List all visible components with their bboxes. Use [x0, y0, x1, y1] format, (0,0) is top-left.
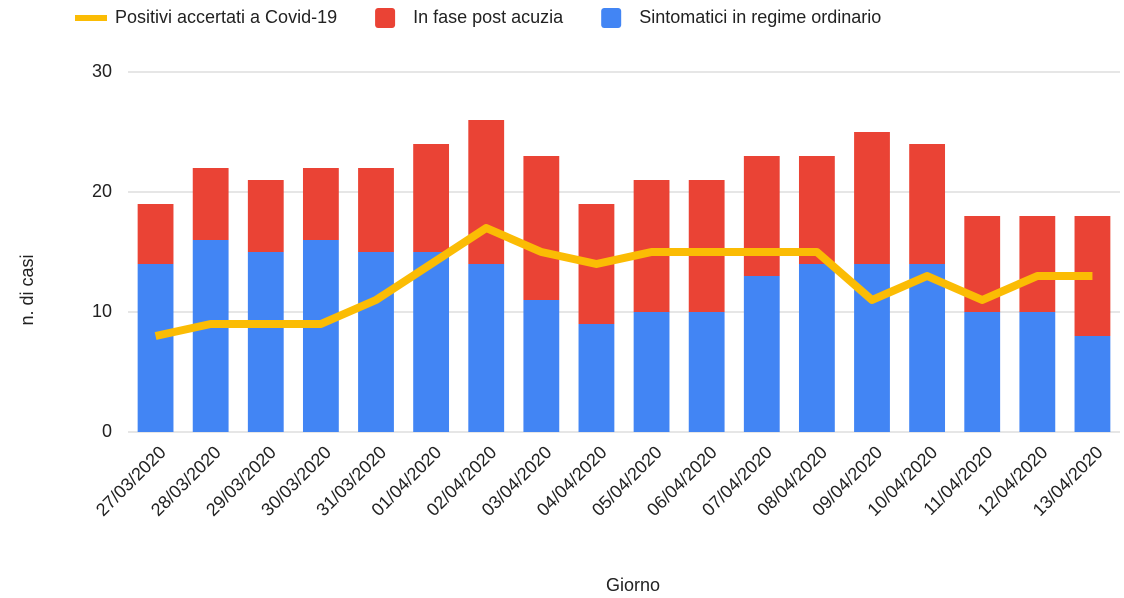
y-tick-label: 0	[102, 421, 112, 441]
bar	[1074, 336, 1111, 432]
legend-swatch	[375, 8, 396, 28]
bar	[743, 156, 780, 276]
bar	[302, 240, 339, 432]
legend-label: Positivi accertati a Covid-19	[115, 7, 337, 27]
y-tick-label: 20	[92, 181, 112, 201]
bar	[1019, 312, 1056, 432]
bar	[743, 276, 780, 432]
bar	[247, 180, 284, 252]
bar	[247, 252, 284, 432]
bar	[633, 312, 670, 432]
bar	[578, 324, 615, 432]
bar	[909, 144, 946, 264]
bar	[468, 120, 505, 264]
bar	[1019, 216, 1056, 312]
legend-label: Sintomatici in regime ordinario	[639, 7, 881, 27]
bar	[137, 204, 174, 264]
bar	[523, 300, 560, 432]
y-tick-label: 30	[92, 61, 112, 81]
bar	[688, 180, 725, 312]
bar	[468, 264, 505, 432]
bar	[798, 264, 835, 432]
bar	[358, 252, 394, 432]
legend-label: In fase post acuzia	[413, 7, 564, 27]
bar	[964, 312, 1001, 432]
bar	[358, 168, 394, 252]
bar	[633, 180, 670, 312]
bar	[192, 168, 229, 240]
bar	[413, 144, 450, 252]
y-tick-label: 10	[92, 301, 112, 321]
bar	[798, 156, 835, 264]
bar	[137, 264, 174, 432]
bar	[909, 264, 946, 432]
bar	[413, 252, 450, 432]
y-axis-label: n. di casi	[17, 254, 37, 325]
bar	[192, 240, 229, 432]
bar	[523, 156, 560, 300]
legend-swatch	[601, 8, 622, 28]
x-axis-label: Giorno	[606, 575, 660, 595]
bar	[688, 312, 725, 432]
bar	[854, 132, 890, 264]
bar	[302, 168, 339, 240]
line	[154, 224, 1093, 340]
